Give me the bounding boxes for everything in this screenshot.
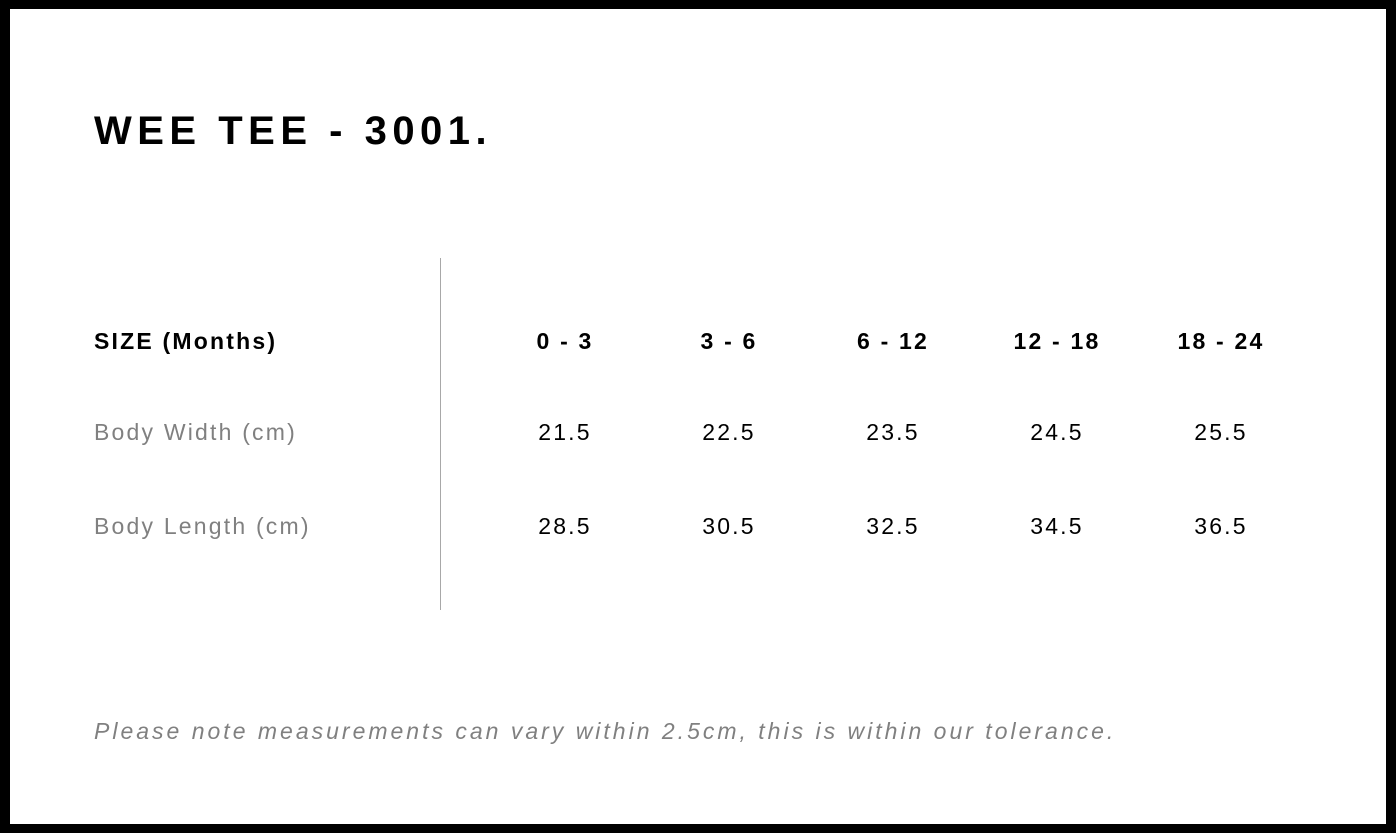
size-header-cell: 3 - 6 bbox=[700, 328, 758, 354]
row-label-body-length: Body Length (cm) bbox=[94, 513, 311, 539]
size-header-cell: 6 - 12 bbox=[856, 328, 929, 354]
table-cell: 30.5 bbox=[702, 513, 756, 539]
size-header-cell: 0 - 3 bbox=[536, 328, 594, 354]
table-cell: 32.5 bbox=[866, 513, 920, 539]
size-chart-card: WEE TEE - 3001. SIZE (Months) Body Width… bbox=[10, 9, 1386, 824]
size-header-cell: 12 - 18 bbox=[1013, 328, 1101, 354]
table-cell: 34.5 bbox=[1030, 513, 1084, 539]
size-header-cell: 18 - 24 bbox=[1177, 328, 1265, 354]
table-cell: 36.5 bbox=[1194, 513, 1248, 539]
table-cell: 25.5 bbox=[1194, 419, 1248, 445]
table-cell: 28.5 bbox=[538, 513, 592, 539]
column-divider bbox=[440, 258, 441, 610]
table-cell: 21.5 bbox=[538, 419, 592, 445]
row-label-body-width: Body Width (cm) bbox=[94, 419, 297, 445]
table-cell: 22.5 bbox=[702, 419, 756, 445]
page-title: WEE TEE - 3001. bbox=[94, 109, 493, 153]
tolerance-note: Please note measurements can vary within… bbox=[94, 718, 1117, 744]
size-header-label: SIZE (Months) bbox=[94, 328, 278, 354]
table-cell: 24.5 bbox=[1030, 419, 1084, 445]
table-cell: 23.5 bbox=[866, 419, 920, 445]
